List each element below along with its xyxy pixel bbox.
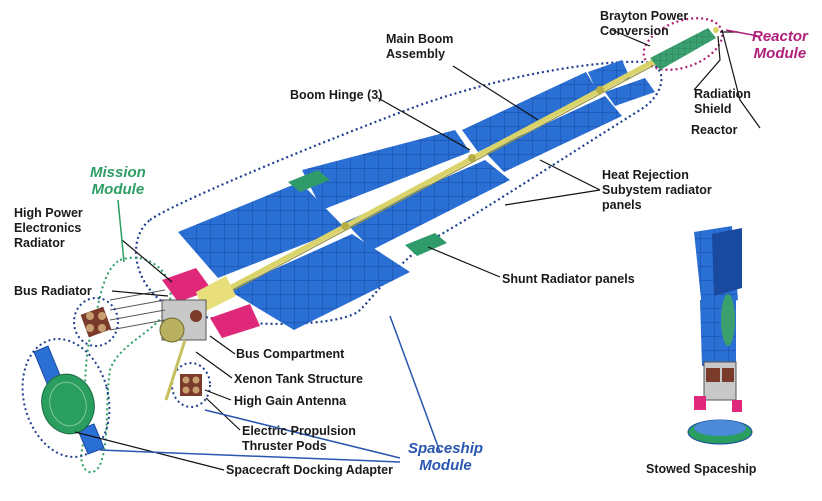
bus-detail: [190, 310, 202, 322]
radiator-panel: [462, 72, 598, 152]
label-brayton: Brayton Power Conversion: [600, 9, 689, 38]
leader-lines: [74, 29, 761, 471]
label-shunt: Shunt Radiator panels: [502, 272, 635, 286]
xenon-tank: [159, 317, 185, 343]
label-reactor: Reactor: [691, 123, 738, 137]
radiator-panel: [345, 160, 510, 250]
label-xenon: Xenon Tank Structure: [234, 372, 363, 386]
radiator-panel: [228, 234, 410, 330]
radiator-panel: [485, 96, 622, 172]
label-radiation-shield: Radiation Shield: [694, 87, 751, 116]
thruster-pod-outline: [73, 297, 119, 347]
spaceship-module-pointer: [99, 315, 441, 463]
brayton-reactor: [650, 28, 716, 70]
reactor-core: [713, 27, 719, 33]
label-ep-thruster: Electric Propulsion Thruster Pods: [242, 424, 356, 453]
main-boom: [168, 55, 662, 323]
label-docking: Spacecraft Docking Adapter: [226, 463, 393, 477]
boom-hinge: [341, 222, 349, 230]
label-main-boom: Main Boom Assembly: [386, 32, 454, 61]
shunt-panel: [288, 170, 330, 192]
main-boom-shadow: [169, 61, 661, 325]
module-spaceship: Spaceship Module: [408, 440, 484, 474]
radiator-panel: [605, 78, 655, 106]
reactor-module-pointer: [725, 29, 759, 37]
radiator-panel: [588, 60, 630, 90]
module-mission: Mission Module: [90, 164, 146, 198]
radiator-panel: [178, 182, 345, 278]
docking-adapter-inner: [49, 381, 87, 427]
mission-module-pointer: [117, 199, 125, 263]
boom-hinge: [468, 154, 476, 162]
docking-adapter: [41, 373, 95, 435]
radiator-panels: [178, 60, 655, 330]
label-heat-rejection: Heat Rejection Subystem radiator panels: [602, 168, 712, 212]
docking-panel: [77, 423, 105, 455]
boom-hinge: [596, 86, 604, 94]
reactor-module-outline: [642, 17, 724, 71]
label-bus-compartment: Bus Compartment: [236, 347, 345, 361]
stowed-spaceship: [687, 226, 753, 445]
label-bus-radiator: Bus Radiator: [14, 284, 92, 298]
label-high-gain: High Gain Antenna: [234, 394, 347, 408]
label-high-power: High Power Electronics Radiator: [14, 206, 83, 250]
docking-outline: [21, 338, 111, 458]
thruster-pod: [80, 306, 112, 338]
module-reactor: Reactor Module: [752, 28, 808, 62]
thruster-pod: [180, 374, 202, 396]
label-stowed: Stowed Spaceship: [646, 462, 757, 476]
high-power-radiator: [210, 304, 260, 338]
thruster-pod-outline: [171, 362, 211, 408]
shunt-panel: [405, 233, 447, 256]
label-boom-hinge: Boom Hinge (3): [290, 88, 383, 102]
radiator-panel: [302, 130, 470, 210]
bus-radiator: [109, 289, 166, 331]
thruster-boom: [164, 339, 187, 401]
